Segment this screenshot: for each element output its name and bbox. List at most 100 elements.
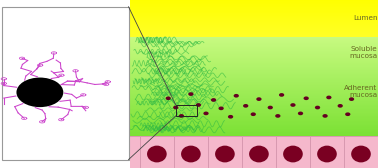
Bar [130,131,378,132]
Bar [130,25,378,26]
Bar [130,16,378,17]
Bar [130,60,378,62]
Bar [130,6,378,7]
Bar [130,88,378,89]
Bar [130,132,378,134]
Ellipse shape [256,97,262,101]
Bar [130,14,378,15]
Bar [130,110,378,111]
Bar [276,136,310,167]
Bar [130,120,378,121]
Bar [130,108,378,109]
Bar [130,136,378,168]
Bar [130,41,378,42]
Bar [130,100,378,101]
Bar [130,126,378,127]
Bar [130,119,378,120]
Bar [130,34,378,35]
Bar [130,51,378,52]
Bar [130,48,378,49]
Bar [242,136,276,167]
Bar [130,13,378,14]
Bar [130,49,378,51]
Bar [130,56,378,57]
Bar [130,96,378,98]
Ellipse shape [147,146,167,162]
Bar [130,64,378,66]
Bar [130,32,378,33]
Ellipse shape [322,114,328,118]
Bar [130,99,378,100]
Ellipse shape [188,92,194,96]
Ellipse shape [166,96,171,100]
Bar [208,136,242,167]
Bar [130,46,378,47]
Text: Lumen: Lumen [353,15,378,21]
Bar [130,36,378,37]
Bar [130,101,378,103]
Bar [130,90,378,91]
Bar [130,127,378,129]
Bar [130,19,378,20]
Bar [130,33,378,34]
Bar [130,8,378,9]
Bar [130,74,378,75]
Bar [130,12,378,13]
Ellipse shape [251,112,256,116]
Bar [130,89,378,90]
Bar [130,98,378,99]
Ellipse shape [203,112,209,115]
Bar [2,7,129,160]
Bar [344,136,378,167]
Bar [130,54,378,56]
Ellipse shape [249,146,269,162]
Ellipse shape [179,114,184,118]
Bar [130,87,378,88]
Ellipse shape [326,96,332,99]
Bar [174,136,208,167]
Bar [130,59,378,60]
Ellipse shape [338,104,343,108]
Bar [130,135,378,136]
Bar [130,11,378,12]
Bar [130,134,378,135]
Bar [130,121,378,122]
Bar [130,95,378,96]
Bar [130,79,378,80]
Ellipse shape [349,97,354,101]
Ellipse shape [218,107,224,110]
Bar [130,77,378,78]
Bar [130,114,378,115]
Bar [130,116,378,117]
Bar [130,105,378,106]
Bar [130,30,378,31]
Bar [130,91,378,93]
Bar [130,68,378,69]
Bar [310,136,344,167]
Bar [130,3,378,4]
Bar [130,84,378,85]
Bar [130,43,378,44]
Bar [130,39,378,41]
Text: Adherent
mucosa: Adherent mucosa [344,85,378,98]
Ellipse shape [228,115,233,119]
Ellipse shape [298,112,303,115]
Bar [176,105,197,116]
Bar [130,62,378,63]
Bar [130,69,378,70]
Bar [130,93,378,94]
Bar [130,113,378,114]
Ellipse shape [283,146,303,162]
Bar [130,70,378,72]
Bar [130,37,378,38]
Ellipse shape [173,106,178,109]
Ellipse shape [351,146,371,162]
Bar [130,109,378,110]
Bar [130,1,378,2]
Bar [130,15,378,16]
Bar [130,81,378,83]
Ellipse shape [243,104,248,108]
Ellipse shape [211,98,216,102]
Bar [130,104,378,105]
Bar [130,80,378,81]
